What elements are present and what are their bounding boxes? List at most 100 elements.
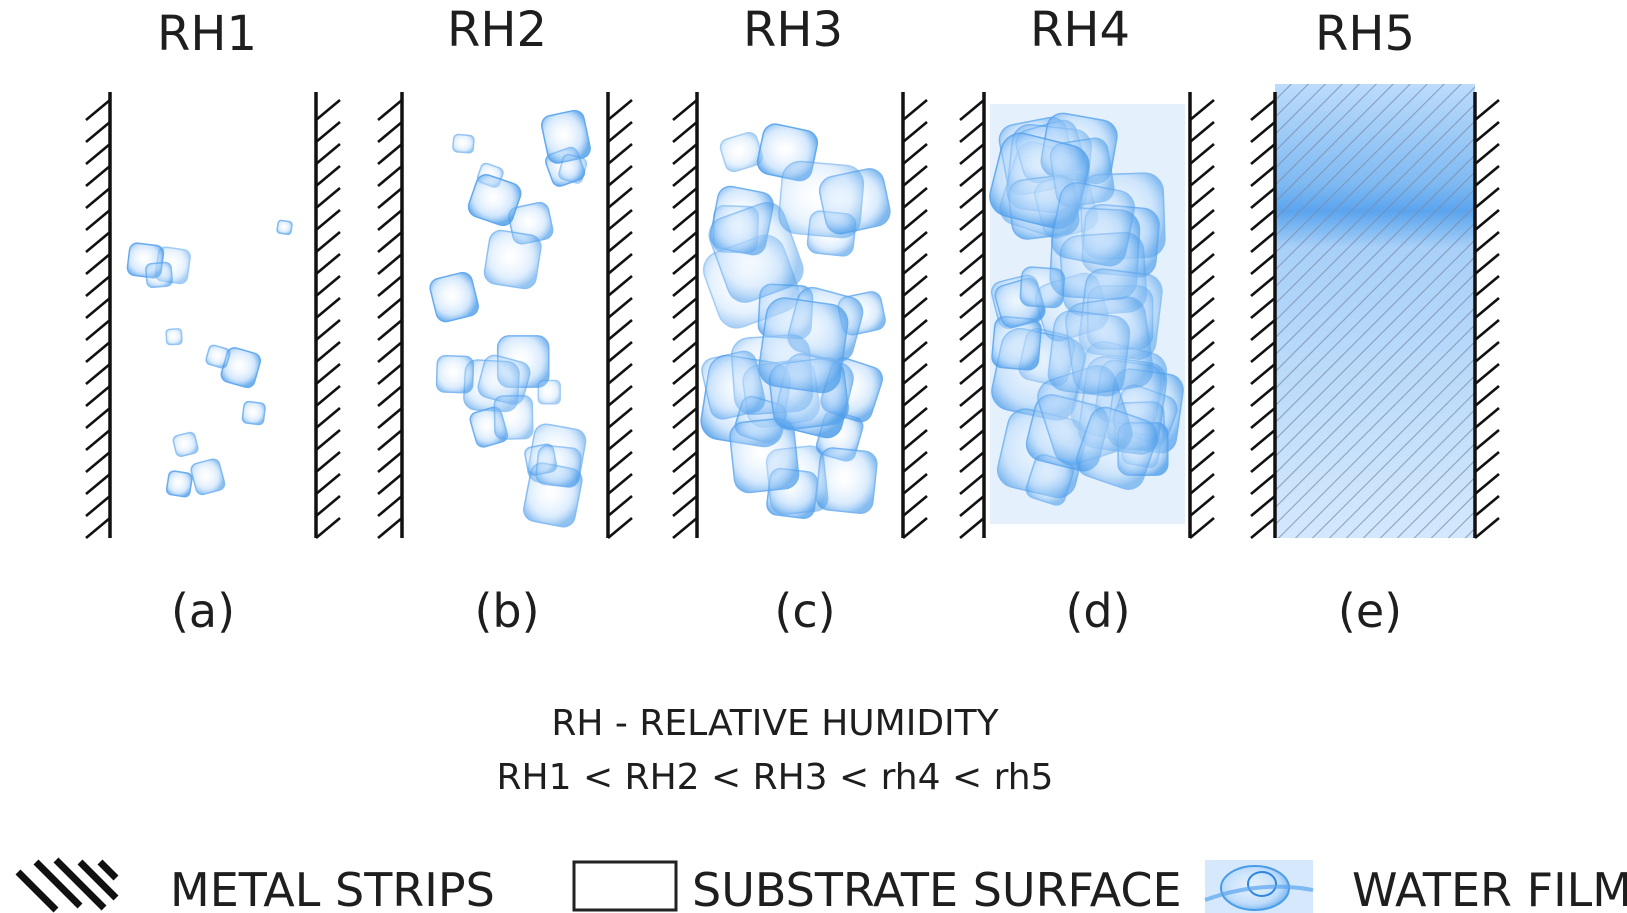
strip-hatch-mark — [607, 495, 633, 517]
water-droplet — [1075, 406, 1158, 490]
panel-title-rh2: RH2 — [447, 2, 547, 58]
strip-hatch-mark — [85, 407, 111, 429]
strip-hatch-mark — [959, 187, 985, 209]
water-droplet — [708, 201, 804, 303]
strip-hatch-mark — [607, 451, 633, 473]
strip-hatch-mark — [377, 495, 403, 517]
water-droplet — [467, 174, 522, 227]
water-droplet — [165, 328, 183, 346]
strip-hatch-mark — [1189, 99, 1215, 121]
strip-hatch-mark — [672, 407, 698, 429]
strip-hatch-mark — [85, 297, 111, 319]
metal-strip-right — [1188, 92, 1215, 539]
strip-hatch-mark — [607, 275, 633, 297]
strip-hatch-mark — [85, 363, 111, 385]
water-droplet — [701, 350, 766, 420]
water-droplet — [435, 354, 475, 394]
strip-hatch-mark — [315, 495, 341, 517]
strip-hatch-mark — [315, 341, 341, 363]
strip-hatch-mark — [377, 385, 403, 407]
strip-hatch-mark — [315, 165, 341, 187]
strip-hatch-mark — [1250, 187, 1276, 209]
water-droplets — [700, 123, 891, 519]
legend-metal-strips-swatch — [15, 857, 119, 913]
strip-hatch-mark — [1189, 451, 1215, 473]
strip-hatch-mark — [315, 385, 341, 407]
water-droplet — [1047, 310, 1131, 397]
strip-hatch-mark — [377, 231, 403, 253]
strip-hatch-mark — [959, 495, 985, 517]
panel-title-rh1: RH1 — [157, 6, 257, 62]
panel-label-b: (b) — [474, 584, 539, 638]
strip-hatch-mark — [959, 451, 985, 473]
strip-hatch-mark — [1474, 99, 1500, 121]
strip-hatch-mark — [1474, 517, 1500, 539]
strip-hatch-mark — [1189, 385, 1215, 407]
strip-hatch-mark — [1250, 231, 1276, 253]
strip-hatch-mark — [902, 319, 928, 341]
water-droplet — [719, 131, 763, 173]
strip-hatch-mark — [1250, 319, 1276, 341]
strip-hatch-mark — [902, 231, 928, 253]
legend-substrate-surface-label: SUBSTRATE SURFACE — [692, 863, 1182, 913]
strip-hatch-mark — [902, 275, 928, 297]
panel-rh2 — [377, 92, 633, 539]
strip-hatch-mark — [1474, 451, 1500, 473]
strip-hatch-mark — [607, 187, 633, 209]
strip-hatch-mark — [1250, 451, 1276, 473]
strip-hatch-mark — [377, 275, 403, 297]
strip-hatch-mark — [1250, 473, 1276, 495]
water-droplet — [145, 261, 173, 289]
water-droplet — [493, 394, 534, 440]
strip-hatch-mark — [1250, 429, 1276, 451]
strip-hatch-mark — [607, 99, 633, 121]
strip-hatch-mark — [1250, 143, 1276, 165]
strip-hatch-mark — [315, 99, 341, 121]
strip-hatch-mark — [377, 253, 403, 275]
strip-hatch-mark — [672, 165, 698, 187]
strip-hatch-mark — [959, 429, 985, 451]
strip-hatch-mark — [1250, 253, 1276, 275]
strip-hatch-mark — [1250, 165, 1276, 187]
strip-hatch-mark — [1250, 297, 1276, 319]
strip-hatch-mark — [1474, 121, 1500, 143]
strip-hatch-mark — [315, 253, 341, 275]
strip-hatch-mark — [672, 143, 698, 165]
metal-strip-left — [85, 92, 112, 539]
strip-hatch-mark — [1189, 341, 1215, 363]
strip-hatch-mark — [85, 99, 111, 121]
strip-hatch-mark — [1250, 385, 1276, 407]
strip-hatch-mark — [1189, 165, 1215, 187]
strip-hatch-mark — [902, 407, 928, 429]
strip-hatch-mark — [607, 319, 633, 341]
strip-hatch-mark — [1189, 319, 1215, 341]
strip-hatch-mark — [672, 99, 698, 121]
panel-rh4 — [959, 92, 1215, 539]
metal-strip-left — [672, 92, 699, 539]
strip-hatch-mark — [902, 143, 928, 165]
strip-hatch-mark — [672, 473, 698, 495]
strip-hatch-mark — [959, 209, 985, 231]
strip-hatch-mark — [1189, 253, 1215, 275]
water-droplet — [558, 153, 588, 184]
strip-hatch-mark — [1250, 495, 1276, 517]
metal-strip-left — [959, 92, 986, 539]
strip-hatch-mark — [959, 385, 985, 407]
strip-hatch-mark — [85, 429, 111, 451]
metal-strip-right — [901, 92, 928, 539]
strip-hatch-mark — [959, 143, 985, 165]
strip-hatch-mark — [1474, 187, 1500, 209]
strip-hatch-mark — [1189, 473, 1215, 495]
water-droplet — [778, 160, 865, 239]
legend-substrate-surface-swatch — [572, 860, 678, 912]
strip-hatch-mark — [672, 209, 698, 231]
strip-hatch-mark — [607, 385, 633, 407]
water-droplets — [126, 219, 293, 498]
strip-hatch-mark — [672, 495, 698, 517]
strip-hatch-mark — [1189, 517, 1215, 539]
strip-hatch-mark — [377, 143, 403, 165]
strip-hatch-mark — [902, 99, 928, 121]
water-droplet — [535, 444, 582, 488]
strip-hatch-mark — [85, 165, 111, 187]
strip-hatch-mark — [315, 275, 341, 297]
